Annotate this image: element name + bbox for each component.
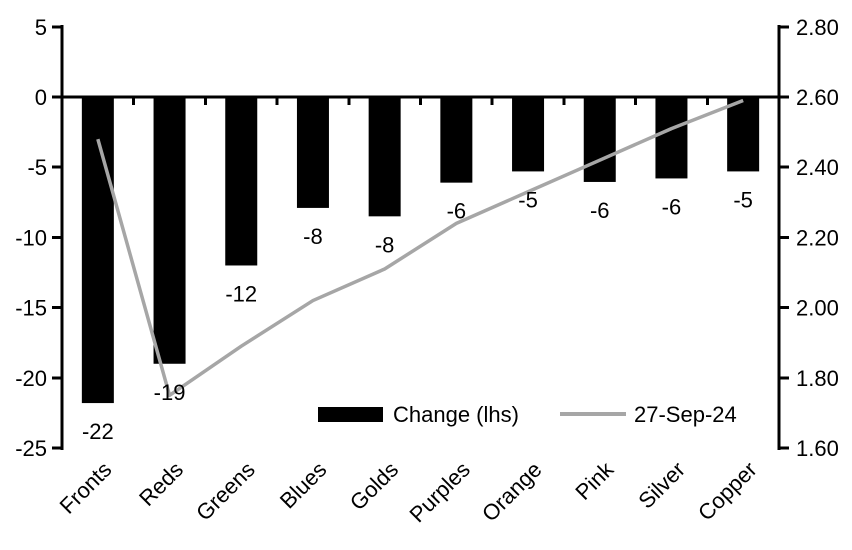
bar-label-Greens: -12 xyxy=(225,281,257,306)
bar-label-Fronts: -22 xyxy=(82,419,114,444)
category-label-Blues: Blues xyxy=(275,457,332,514)
bar-data-labels: -22 -19 -12 -8 -8 -6 -5 -6 -6 -5 xyxy=(82,187,753,444)
bar-label-Blues: -8 xyxy=(303,224,323,249)
left-axis-tick-label: -25 xyxy=(15,436,47,461)
category-label-Copper: Copper xyxy=(693,457,762,526)
category-label-Reds: Reds xyxy=(134,457,188,511)
category-label-Purples: Purples xyxy=(404,457,474,527)
category-label-Silver: Silver xyxy=(633,457,690,514)
bar-Fronts xyxy=(81,97,114,404)
legend-label-bar: Change (lhs) xyxy=(393,402,519,427)
bar-Copper xyxy=(727,97,760,172)
category-label-Orange: Orange xyxy=(477,457,547,527)
right-axis-tick-label: 2.40 xyxy=(796,155,839,180)
legend-label-line: 27-Sep-24 xyxy=(634,402,737,427)
bar-label-Orange: -5 xyxy=(518,187,538,212)
left-axis-tick-label: 0 xyxy=(35,85,47,110)
bar-Orange xyxy=(512,97,545,172)
left-axis-tick-label: -20 xyxy=(15,366,47,391)
line-series-27-Sep-24 xyxy=(96,98,744,398)
bar-label-Pink: -6 xyxy=(590,198,610,223)
bar-Greens xyxy=(225,97,258,266)
bar-label-Copper: -5 xyxy=(733,187,753,212)
legend: Change (lhs) 27-Sep-24 xyxy=(318,402,737,427)
left-axis-tick-label: 5 xyxy=(35,15,47,40)
left-axis-labels: 5 0 -5 -10 -15 -20 -25 xyxy=(15,15,47,461)
left-axis-tick-label: -10 xyxy=(15,225,47,250)
right-axis-tick-label: 1.80 xyxy=(796,366,839,391)
bar-Purples xyxy=(440,97,473,183)
left-axis-tick-label: -15 xyxy=(15,296,47,321)
bar-Pink xyxy=(583,97,616,182)
right-axis-labels: 2.80 2.60 2.40 2.20 2.00 1.80 1.60 xyxy=(796,15,839,461)
right-axis-tick-label: 2.60 xyxy=(796,85,839,110)
bar-Reds xyxy=(153,97,186,364)
right-axis-tick-label: 2.00 xyxy=(796,296,839,321)
bar-label-Golds: -8 xyxy=(375,232,395,257)
left-axis-tick-label: -5 xyxy=(27,155,47,180)
category-label-Golds: Golds xyxy=(345,457,403,515)
bar-Golds xyxy=(368,97,401,217)
bar-label-Silver: -6 xyxy=(662,194,682,219)
right-axis-tick-label: 2.80 xyxy=(796,15,839,40)
category-label-Fronts: Fronts xyxy=(55,457,117,519)
right-axis-tick-label: 1.60 xyxy=(796,436,839,461)
category-label-Greens: Greens xyxy=(191,457,260,526)
bar-label-Reds: -19 xyxy=(154,380,186,405)
bar-Silver xyxy=(655,97,688,179)
bar-label-Purples: -6 xyxy=(447,199,467,224)
bar-series xyxy=(81,97,760,404)
right-axis-tick-label: 2.20 xyxy=(796,225,839,250)
bar-Blues xyxy=(296,97,329,208)
category-label-Pink: Pink xyxy=(570,456,619,505)
legend-bar-swatch xyxy=(318,407,383,422)
category-axis-labels: Fronts Reds Greens Blues Golds Purples Orange P… xyxy=(55,456,762,527)
